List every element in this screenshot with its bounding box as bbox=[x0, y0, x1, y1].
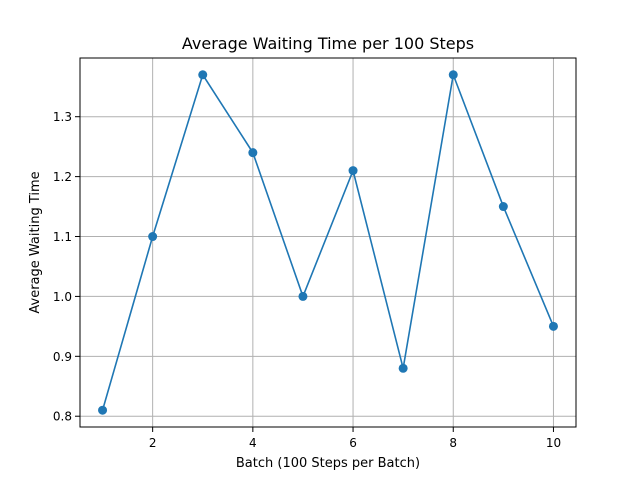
y-tick-label: 0.8 bbox=[53, 410, 72, 424]
data-point bbox=[498, 202, 508, 212]
data-point bbox=[298, 291, 308, 301]
x-tick-label: 6 bbox=[349, 436, 357, 450]
data-point bbox=[98, 405, 108, 415]
y-axis: 0.8 0.9 1.0 1.1 1.2 1.3 bbox=[53, 110, 80, 424]
y-tick-label: 0.9 bbox=[53, 350, 72, 364]
series-line bbox=[101, 71, 555, 411]
y-tick-label: 1.2 bbox=[53, 170, 72, 184]
data-point bbox=[548, 321, 558, 331]
data-point bbox=[248, 148, 258, 158]
y-tick-label: 1.0 bbox=[53, 290, 72, 304]
x-axis-label: Batch (100 Steps per Batch) bbox=[236, 456, 420, 471]
grid bbox=[80, 58, 576, 427]
x-axis: 2 4 6 8 10 bbox=[149, 427, 561, 450]
data-point bbox=[348, 166, 358, 176]
x-tick-label: 4 bbox=[249, 436, 257, 450]
y-tick-label: 1.3 bbox=[53, 110, 72, 124]
data-point bbox=[398, 363, 408, 373]
data-point bbox=[198, 70, 208, 80]
x-tick-label: 2 bbox=[149, 436, 157, 450]
data-point bbox=[448, 70, 458, 80]
x-tick-label: 10 bbox=[546, 436, 561, 450]
y-tick-label: 1.1 bbox=[53, 230, 72, 244]
x-tick-label: 8 bbox=[449, 436, 457, 450]
chart-title: Average Waiting Time per 100 Steps bbox=[182, 34, 474, 53]
data-point bbox=[148, 232, 158, 242]
y-axis-label: Average Waiting Time bbox=[28, 171, 43, 313]
plot-frame bbox=[79, 57, 577, 428]
series-layer bbox=[98, 70, 558, 415]
